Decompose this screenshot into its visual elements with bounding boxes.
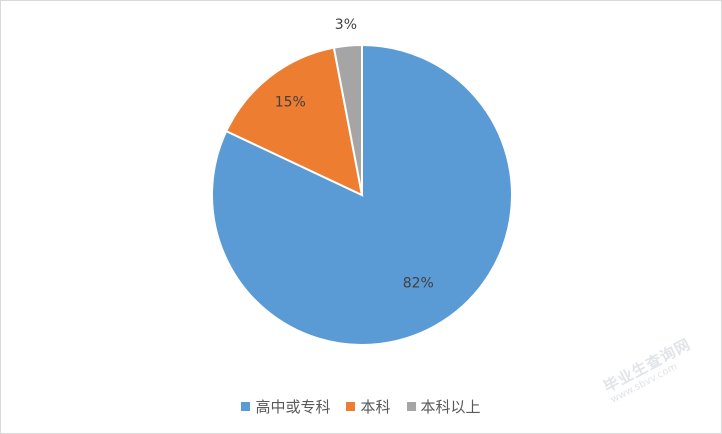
data-label-3: 3% [335, 17, 357, 33]
legend: 高中或专科 本科 本科以上 [1, 396, 721, 417]
pie-slice-3 [332, 43, 363, 196]
legend-item-3: 本科以上 [406, 396, 481, 417]
data-label-2: 15% [275, 95, 306, 111]
legend-label-3: 本科以上 [420, 398, 481, 416]
legend-item-2: 本科 [346, 396, 391, 417]
legend-label-2: 本科 [360, 398, 391, 416]
data-label-1: 82% [403, 276, 434, 292]
legend-swatch-1 [241, 402, 251, 411]
pie-slice-2 [224, 46, 364, 197]
legend-item-1: 高中或专科 [241, 396, 330, 417]
legend-swatch-3 [406, 402, 416, 411]
legend-label-1: 高中或专科 [255, 398, 331, 416]
legend-swatch-2 [346, 402, 356, 411]
